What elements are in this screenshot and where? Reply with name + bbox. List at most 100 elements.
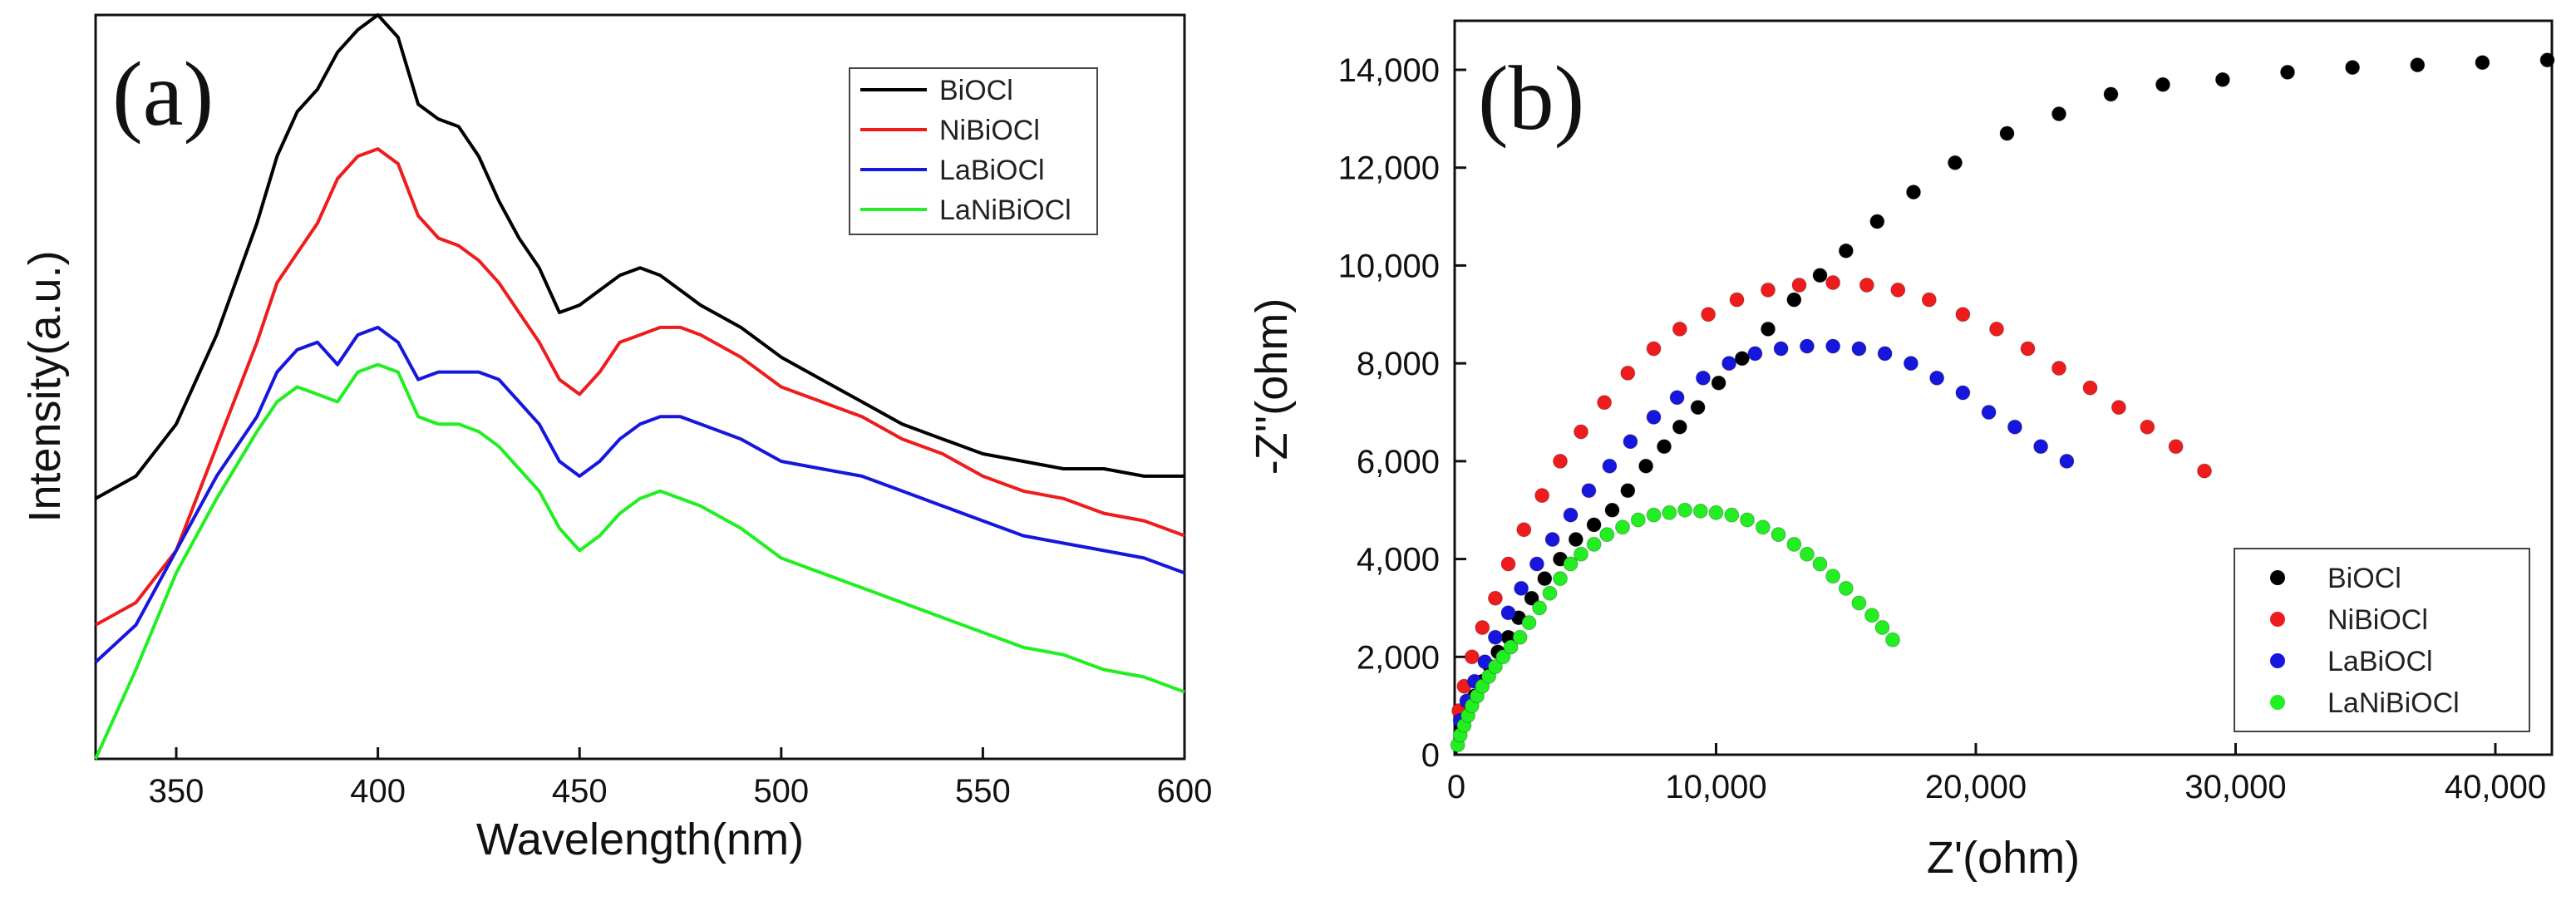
data-point-nibiocl — [1646, 341, 1662, 357]
data-point-biocl — [2539, 52, 2555, 68]
data-point-labiocl — [1487, 629, 1503, 645]
data-point-biocl — [1638, 458, 1654, 474]
data-point-biocl — [2214, 71, 2230, 87]
data-point-lanibiocl — [1521, 615, 1537, 631]
data-point-biocl — [1711, 375, 1726, 391]
data-point-nibiocl — [1921, 292, 1937, 308]
data-point-nibiocl — [2197, 463, 2212, 479]
data-point-biocl — [2280, 64, 2295, 80]
x-tick-label-b: 20,000 — [1925, 769, 2027, 805]
x-tick-label-a: 600 — [1157, 773, 1213, 810]
y-tick-label-b: 4,000 — [1357, 542, 1440, 579]
data-point-lanibiocl — [1599, 527, 1615, 543]
legend-marker-biocl — [2270, 570, 2285, 585]
x-tick-label-b: 30,000 — [2184, 769, 2286, 805]
data-point-lanibiocl — [1874, 620, 1890, 635]
data-point-lanibiocl — [1851, 595, 1867, 611]
data-point-biocl — [1568, 532, 1584, 547]
data-point-biocl — [1948, 155, 1963, 170]
panel-a: 350 400 450 500 550 600 (a) Wavelength(nm) In… — [20, 13, 1213, 864]
data-point-biocl — [2103, 86, 2119, 102]
data-point-lanibiocl — [1574, 546, 1588, 562]
x-tick-label-b: 10,000 — [1665, 769, 1766, 805]
data-point-lanibiocl — [1755, 519, 1771, 535]
data-point-lanibiocl — [1724, 507, 1740, 523]
data-point-nibiocl — [2051, 361, 2066, 376]
data-point-nibiocl — [2168, 439, 2184, 455]
data-point-nibiocl — [1475, 620, 1490, 635]
data-point-labiocl — [1773, 341, 1789, 357]
legend-label-nibiocl: NiBiOCl — [939, 115, 1040, 146]
data-point-labiocl — [1514, 580, 1529, 596]
data-point-labiocl — [1544, 532, 1560, 547]
legend-label-lanibiocl: LaNiBiOCl — [2327, 687, 2460, 719]
data-point-biocl — [1672, 419, 1687, 435]
data-point-nibiocl — [1989, 321, 2004, 337]
legend-label-lanibiocl: LaNiBiOCl — [939, 194, 1071, 226]
series-line-biocl — [95, 13, 1185, 500]
y-axis-label-b: -Z''(ohm) — [1247, 298, 1297, 475]
data-point-labiocl — [1529, 556, 1544, 572]
data-point-biocl — [2345, 60, 2361, 76]
data-point-lanibiocl — [1799, 546, 1815, 562]
data-point-labiocl — [1903, 356, 1918, 372]
data-point-biocl — [1524, 590, 1539, 606]
data-point-lanibiocl — [1542, 585, 1558, 601]
data-point-lanibiocl — [1864, 608, 1879, 623]
data-point-lanibiocl — [1630, 512, 1646, 528]
x-tick-label-b: 0 — [1447, 769, 1465, 805]
data-point-biocl — [2155, 76, 2170, 92]
data-point-lanibiocl — [1740, 512, 1755, 528]
x-tick-label-a: 450 — [552, 773, 608, 810]
data-point-lanibiocl — [1512, 629, 1528, 645]
data-point-lanibiocl — [1563, 556, 1579, 572]
x-axis-label-b: Z'(ohm) — [1927, 833, 2080, 883]
data-point-biocl — [1761, 321, 1776, 337]
panel-label-a: (a) — [112, 43, 214, 145]
data-point-nibiocl — [1890, 282, 1906, 298]
data-point-lanibiocl — [1838, 580, 1854, 596]
x-tick-label-a: 350 — [149, 773, 204, 810]
legend-label-nibiocl: NiBiOCl — [2327, 604, 2428, 636]
data-point-lanibiocl — [1586, 536, 1602, 552]
data-point-lanibiocl — [1677, 502, 1692, 518]
data-point-labiocl — [1563, 507, 1579, 523]
data-point-biocl — [1906, 185, 1921, 200]
legend-label-biocl: BiOCl — [2327, 563, 2401, 594]
data-point-nibiocl — [1553, 453, 1568, 469]
data-point-lanibiocl — [1812, 556, 1828, 572]
data-point-labiocl — [2007, 419, 2022, 435]
legend-label-biocl: BiOCl — [939, 75, 1013, 106]
x-tick-label-a: 400 — [350, 773, 406, 810]
series-line-nibiocl — [95, 147, 1185, 627]
data-point-nibiocl — [2140, 419, 2155, 435]
x-axis-label-a: Wavelength(nm) — [476, 815, 804, 864]
data-point-lanibiocl — [1615, 519, 1630, 535]
x-tick-label-a: 550 — [955, 773, 1011, 810]
data-point-biocl — [2410, 57, 2426, 73]
y-tick-label-b: 8,000 — [1357, 346, 1440, 382]
data-point-labiocl — [1602, 458, 1618, 474]
data-point-biocl — [1869, 214, 1885, 229]
data-point-labiocl — [1825, 338, 1841, 354]
data-point-nibiocl — [1955, 307, 1971, 322]
data-point-biocl — [1537, 571, 1553, 587]
data-point-labiocl — [1929, 370, 1945, 386]
data-point-nibiocl — [1487, 590, 1503, 606]
data-point-nibiocl — [2082, 380, 2098, 396]
data-point-labiocl — [1851, 341, 1867, 357]
data-point-labiocl — [1623, 434, 1638, 450]
data-point-lanibiocl — [1825, 569, 1841, 584]
data-point-labiocl — [1747, 346, 1763, 362]
data-point-nibiocl — [2020, 341, 2036, 357]
data-point-nibiocl — [1825, 275, 1841, 290]
panel-label-b: (b) — [1478, 47, 1584, 149]
data-point-lanibiocl — [1532, 600, 1547, 616]
data-point-labiocl — [1799, 338, 1815, 354]
y-axis-label-a: Intensity(a.u.) — [20, 250, 70, 522]
data-point-labiocl — [1695, 370, 1711, 386]
legend-label-labiocl: LaBiOCl — [2327, 646, 2433, 677]
data-point-nibiocl — [1516, 522, 1532, 538]
legend-marker-labiocl — [2270, 653, 2285, 668]
